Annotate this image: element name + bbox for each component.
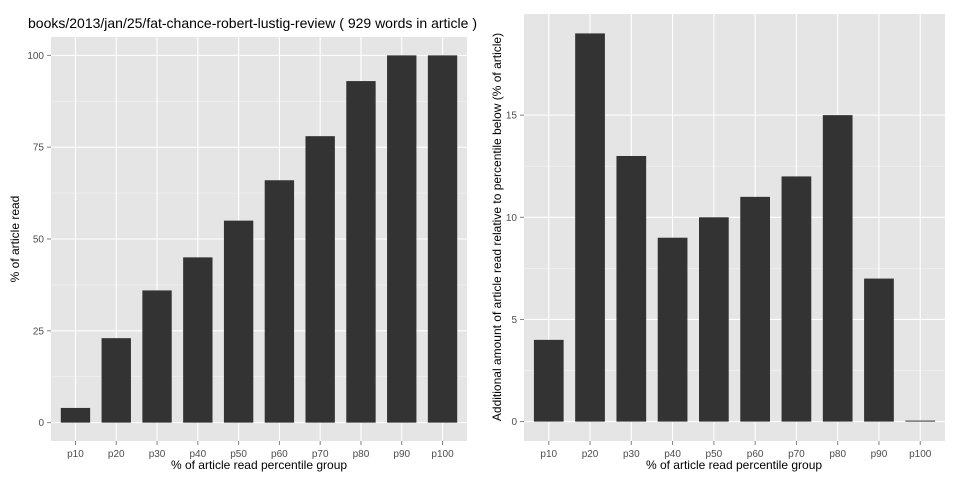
- bar-p100: [905, 420, 936, 422]
- bar-p90: [387, 55, 417, 423]
- x-tick-labels: p10 p20 p30 p40 p50 p60 p70 p80 p90 p100: [67, 441, 454, 460]
- x-tick-label: p20: [108, 449, 125, 460]
- y-tick-label: 0: [38, 418, 44, 429]
- y-tick-label: 0: [511, 417, 517, 428]
- x-tick-label: p80: [829, 449, 846, 460]
- right-chart: 0 5 10 15 p10 p20 p30 p40 p50 p60 p70 p80 p90 p100 %…: [490, 14, 945, 472]
- x-tick-label: p20: [582, 449, 599, 460]
- x-tick-label: p50: [706, 449, 723, 460]
- x-tick-label: p10: [540, 449, 557, 460]
- x-tick-labels: p10 p20 p30 p40 p50 p60 p70 p80 p90 p100: [540, 441, 932, 460]
- y-tick-labels: 0 25 50 75 100: [27, 51, 51, 429]
- bar-p40: [657, 237, 688, 422]
- x-tick-label: p40: [189, 449, 206, 460]
- x-axis-title: % of article read percentile group: [171, 458, 347, 472]
- chart-title: books/2013/jan/25/fat-chance-robert-lust…: [28, 15, 477, 31]
- bar-p90: [864, 278, 894, 422]
- bars: [533, 33, 936, 422]
- x-tick-label: p30: [623, 449, 640, 460]
- y-tick-label: 100: [27, 51, 44, 62]
- bar-p10: [533, 339, 564, 422]
- y-tick-label: 75: [33, 143, 45, 154]
- bar-p70: [781, 176, 812, 422]
- x-tick-label: p30: [149, 449, 166, 460]
- y-tick-label: 15: [506, 111, 518, 122]
- x-tick-label: p70: [788, 449, 805, 460]
- x-tick-label: p90: [393, 449, 410, 460]
- left-chart: books/2013/jan/25/fat-chance-robert-lust…: [8, 15, 477, 472]
- x-tick-label: p90: [871, 449, 888, 460]
- bar-p60: [264, 180, 295, 423]
- bar-p50: [699, 217, 729, 422]
- y-tick-label: 5: [511, 315, 517, 326]
- bar-p40: [183, 257, 213, 423]
- x-tick-label: p80: [353, 449, 370, 460]
- x-tick-label: p100: [431, 449, 454, 460]
- y-tick-label: 10: [506, 213, 518, 224]
- bar-p80: [822, 115, 853, 422]
- bar-p50: [223, 220, 254, 423]
- x-tick-label: p60: [271, 449, 288, 460]
- bar-p20: [101, 338, 131, 423]
- bar-p80: [346, 81, 376, 423]
- bar-p10: [60, 407, 91, 423]
- bar-p100: [427, 55, 458, 423]
- x-tick-label: p60: [747, 449, 764, 460]
- x-tick-label: p10: [67, 449, 84, 460]
- y-tick-label: 50: [33, 235, 45, 246]
- y-tick-label: 25: [33, 326, 45, 337]
- x-tick-label: p70: [312, 449, 329, 460]
- y-axis-title: % of article read: [8, 196, 22, 283]
- x-axis-title: % of article read percentile group: [646, 458, 822, 472]
- bar-p60: [740, 196, 770, 422]
- y-tick-labels: 0 5 10 15: [506, 111, 524, 428]
- bars: [60, 55, 458, 423]
- x-tick-label: p50: [230, 449, 247, 460]
- bar-p20: [575, 33, 605, 422]
- x-tick-label: p40: [664, 449, 681, 460]
- bar-p30: [616, 155, 647, 422]
- y-axis-title: Additional amount of article read relati…: [490, 33, 504, 421]
- bar-p70: [305, 136, 335, 423]
- bar-p30: [142, 290, 172, 423]
- x-tick-label: p100: [909, 449, 932, 460]
